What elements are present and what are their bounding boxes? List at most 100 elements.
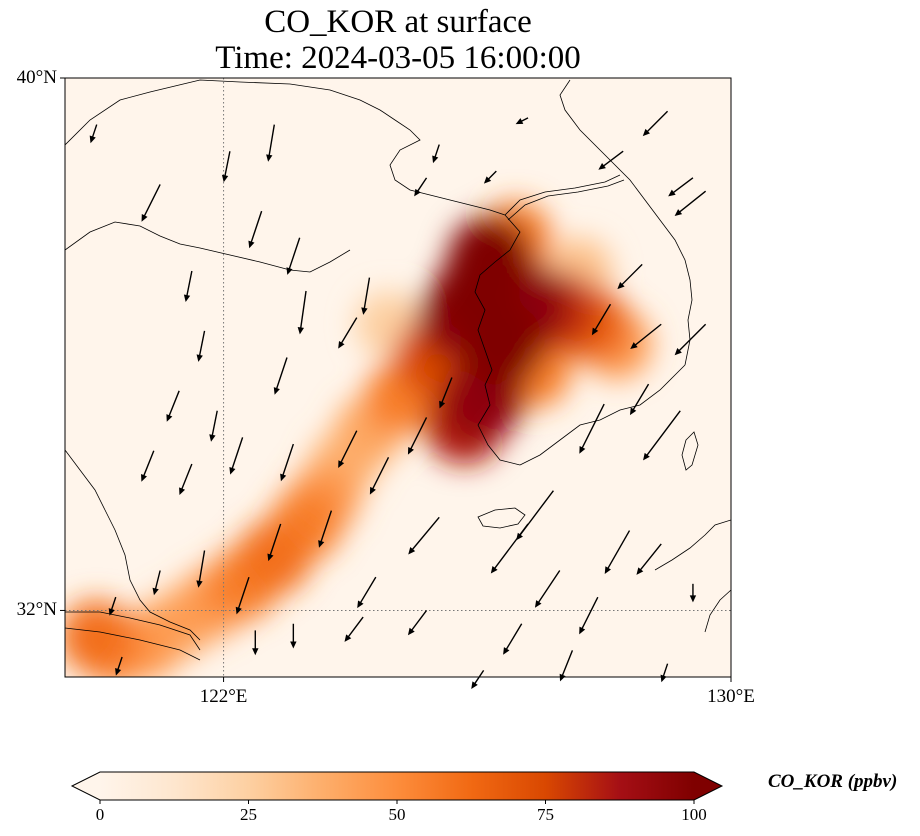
wind-arrow-shaft (440, 377, 453, 405)
wind-arrow (643, 410, 681, 461)
wind-arrow-shaft (249, 210, 263, 245)
wind-arrow (689, 583, 697, 603)
wind-arrow-head (591, 327, 599, 336)
wind-arrow (642, 110, 669, 137)
wind-arrow-head (221, 174, 229, 183)
wind-arrow (196, 550, 206, 588)
wind-arrow-head (534, 600, 542, 608)
coastline-china-north (65, 79, 506, 216)
wind-arrow-head (643, 452, 650, 461)
wind-arrow-shaft (198, 330, 206, 358)
wind-arrow-shaft (281, 443, 295, 478)
wind-arrow-shaft (580, 596, 599, 631)
wind-arrow-head (642, 128, 650, 137)
wind-arrow (617, 263, 643, 290)
wind-arrow-head (361, 307, 368, 315)
wind-arrow-shaft (631, 383, 650, 412)
wind-arrow (674, 190, 707, 216)
wind-arrow-shaft (275, 357, 288, 391)
wind-arrow (668, 177, 694, 197)
wind-arrow-head (141, 213, 148, 222)
wind-arrow (630, 323, 662, 350)
wind-arrow-head (674, 348, 682, 356)
wind-arrow-shaft (154, 570, 161, 592)
wind-arrow (179, 463, 193, 496)
wind-arrow (166, 390, 180, 422)
wind-arrow-shaft (299, 290, 307, 331)
wind-arrow (252, 630, 259, 656)
wind-arrow (266, 124, 276, 162)
wind-arrow-shaft (409, 417, 428, 452)
wind-arrow (115, 656, 123, 676)
wind-arrow-shaft (410, 516, 440, 552)
wind-arrow-shaft (268, 124, 276, 158)
map-area (60, 77, 732, 689)
wind-arrow (108, 596, 117, 616)
colorbar (70, 771, 724, 804)
wind-arrow (141, 184, 161, 222)
wind-arrow-head (407, 627, 415, 636)
wind-arrow-shaft (560, 650, 574, 678)
wind-arrow (471, 669, 485, 689)
coastline-korea-east (559, 79, 693, 366)
wind-arrow (89, 124, 98, 144)
wind-arrow-head (598, 163, 606, 170)
wind-arrow-head (108, 608, 115, 616)
wind-arrow (629, 383, 650, 416)
wind-arrow-head (141, 474, 147, 482)
wind-arrow (604, 530, 631, 574)
wind-arrow-head (471, 681, 478, 689)
wind-arrow-shaft (339, 430, 358, 465)
wind-arrow-head (318, 540, 325, 548)
wind-arrow (183, 270, 193, 303)
wind-arrow (503, 623, 523, 655)
wind-arrow-shaft (185, 270, 193, 299)
wind-arrow-head (503, 647, 510, 655)
wind-arrow-shaft (339, 317, 358, 346)
wind-arrow (432, 144, 440, 164)
wind-arrow-shaft (371, 457, 390, 492)
colorbar-bar (100, 772, 694, 800)
wind-arrow (267, 523, 282, 562)
wind-arrow (318, 510, 333, 548)
wind-arrow (152, 570, 161, 596)
wind-arrow-head (629, 407, 637, 416)
wind-arrow-head (183, 294, 191, 303)
wind-arrow (407, 417, 428, 455)
wind-arrow (534, 570, 561, 608)
wind-arrow-shaft (645, 410, 681, 458)
wind-arrow-shaft (223, 151, 231, 179)
wind-arrow-head (630, 342, 638, 350)
wind-arrow-shaft (268, 523, 282, 558)
jeju-island (477, 507, 526, 529)
wind-arrow-shaft (415, 177, 428, 194)
colorbar-tick-label: 75 (537, 805, 554, 824)
colorbar-tick-label: 0 (95, 805, 105, 824)
coastline-china-east (65, 449, 201, 641)
wind-arrow-shaft (363, 277, 371, 311)
wind-arrow-shaft (287, 237, 301, 272)
colorbar-tick-label: 25 (240, 805, 257, 824)
wind-arrow-shaft (638, 543, 662, 573)
plume-cell (460, 302, 545, 387)
wind-arrow-head (369, 486, 376, 495)
wind-arrow-head (357, 600, 364, 609)
wind-arrow-shaft (677, 323, 707, 353)
lon-tick-label: 122°E (199, 686, 248, 707)
wind-arrow-head (674, 209, 683, 216)
wind-arrow (357, 576, 377, 609)
wind-arrow-head (166, 414, 173, 422)
wind-arrow-shaft (472, 669, 485, 686)
wind-arrow-head (115, 667, 122, 676)
wind-arrow (408, 516, 440, 555)
wind-arrow-head (579, 626, 586, 635)
plot-subtitle: Time: 2024-03-05 16:00:00 (215, 40, 581, 76)
wind-arrow-shaft (230, 437, 244, 471)
wind-arrow-head (297, 326, 304, 335)
wind-arrow-shaft (606, 530, 631, 571)
tsushima-island (681, 431, 699, 471)
wind-arrow-shaft (180, 463, 193, 492)
wind-arrow-head (490, 566, 498, 574)
wind-arrow-shaft (346, 616, 364, 639)
wind-arrow (286, 237, 301, 275)
